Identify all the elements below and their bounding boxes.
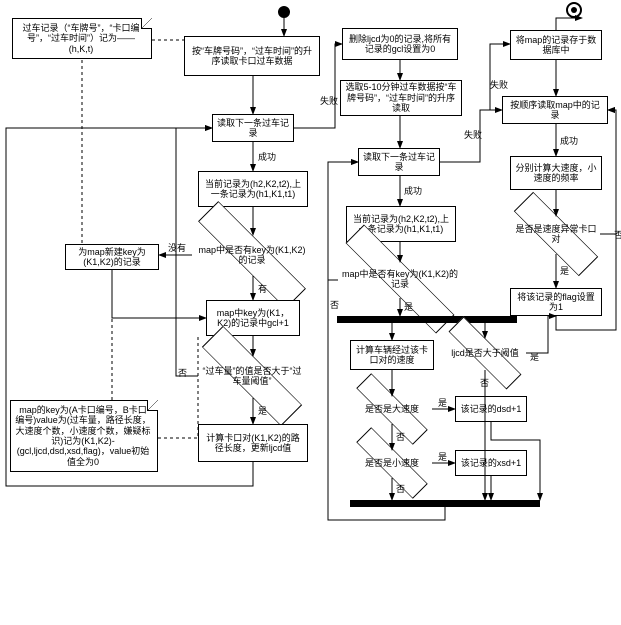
note-record-format: 过车记录（“车牌号”，“卡口编号”，“过车时间”）记为——(h,K,t)	[12, 18, 152, 59]
proc-window: 选取5-10分钟过车数据按“车牌号码”，“过车时间”的升序读取	[340, 80, 462, 116]
initial-node	[278, 6, 290, 18]
lbl-yes-abn: 是	[560, 266, 569, 276]
lbl-succ-a: 成功	[258, 152, 276, 162]
proc-read-map: 按顺序读取map中的记录	[502, 96, 608, 124]
note-text: map的key为(A卡口编号，B卡口编号)value为(过车量，路径长度，大速度…	[15, 405, 151, 467]
proc-prune: 删除ljcd为0的记录,将所有记录的gcl设置为0	[342, 28, 458, 60]
note-text: 过车记录（“车牌号”，“卡口编号”，“过车时间”）记为——(h,K,t)	[23, 23, 140, 54]
proc-read-next-b: 读取下一条过车记录	[358, 148, 440, 176]
proc-save-db: 将map的记录存于数据库中	[510, 30, 602, 60]
proc-xsd: 该记录的xsd+1	[455, 450, 527, 476]
proc-flag: 将该记录的flag设置为1	[510, 288, 602, 316]
note-map-format: map的key为(A卡口编号，B卡口编号)value为(过车量，路径长度，大速度…	[10, 400, 158, 472]
lbl-no-lj: 否	[480, 378, 489, 388]
fork-bar	[337, 316, 517, 323]
dec-ljcd-gt: ljcd是否大于阈值	[444, 336, 526, 370]
dec-abn: 是否是速度异常卡口对	[510, 212, 602, 256]
proc-current-a: 当前记录为(h2,K2,t2),上一条记录为(h1,K1,t1)	[198, 171, 308, 207]
dec-is-big: 是否是大速度	[352, 392, 432, 426]
dec-is-small: 是否是小速度	[352, 446, 432, 480]
lbl-no-th: 否	[178, 368, 187, 378]
lbl-yes-th: 是	[258, 406, 267, 416]
lbl-yes-lj: 是	[530, 352, 539, 362]
proc-freq: 分别计算大速度，小速度的频率	[510, 156, 602, 190]
lbl-have: 有	[258, 284, 267, 294]
lbl-succ-c: 成功	[560, 136, 578, 146]
proc-sort: 按“车牌号码”，“过车时间”的升序读取卡口过车数据	[184, 36, 320, 76]
proc-read-next-a: 读取下一条过车记录	[212, 114, 294, 142]
lbl-no-big: 否	[396, 432, 405, 442]
lbl-none: 没有	[168, 243, 186, 253]
lbl-yes-big: 是	[438, 398, 447, 408]
dec-thresh: “过车量”的值是否大于“过车量阈值”	[196, 352, 308, 400]
join-bar	[350, 500, 540, 507]
lbl-no-abn: 否	[614, 230, 621, 240]
lbl-fail-c: 失败	[490, 80, 508, 90]
proc-dsd: 该记录的dsd+1	[455, 396, 527, 422]
dec-haskey-a: map中是否有key为(K1,K2)的记录	[190, 232, 314, 278]
lbl-no-sm: 否	[396, 484, 405, 494]
proc-newmap: 为map新建key为(K1,K2)的记录	[65, 244, 159, 270]
dec-haskey-b: map中是否有key为(K1,K2)的记录	[336, 258, 464, 300]
lbl-fail-b: 失败	[464, 130, 482, 140]
lbl-yes-sm: 是	[438, 452, 447, 462]
lbl-yes-bk: 是	[404, 302, 413, 312]
proc-calc-speed: 计算车辆经过该卡口对的速度	[350, 340, 434, 370]
lbl-fail-a: 失败	[320, 96, 338, 106]
proc-len: 计算卡口对(K1,K2)的路径长度，更新ljcd值	[198, 424, 308, 462]
final-node	[566, 2, 582, 18]
lbl-succ-b: 成功	[404, 186, 422, 196]
lbl-no-bk: 否	[330, 300, 339, 310]
